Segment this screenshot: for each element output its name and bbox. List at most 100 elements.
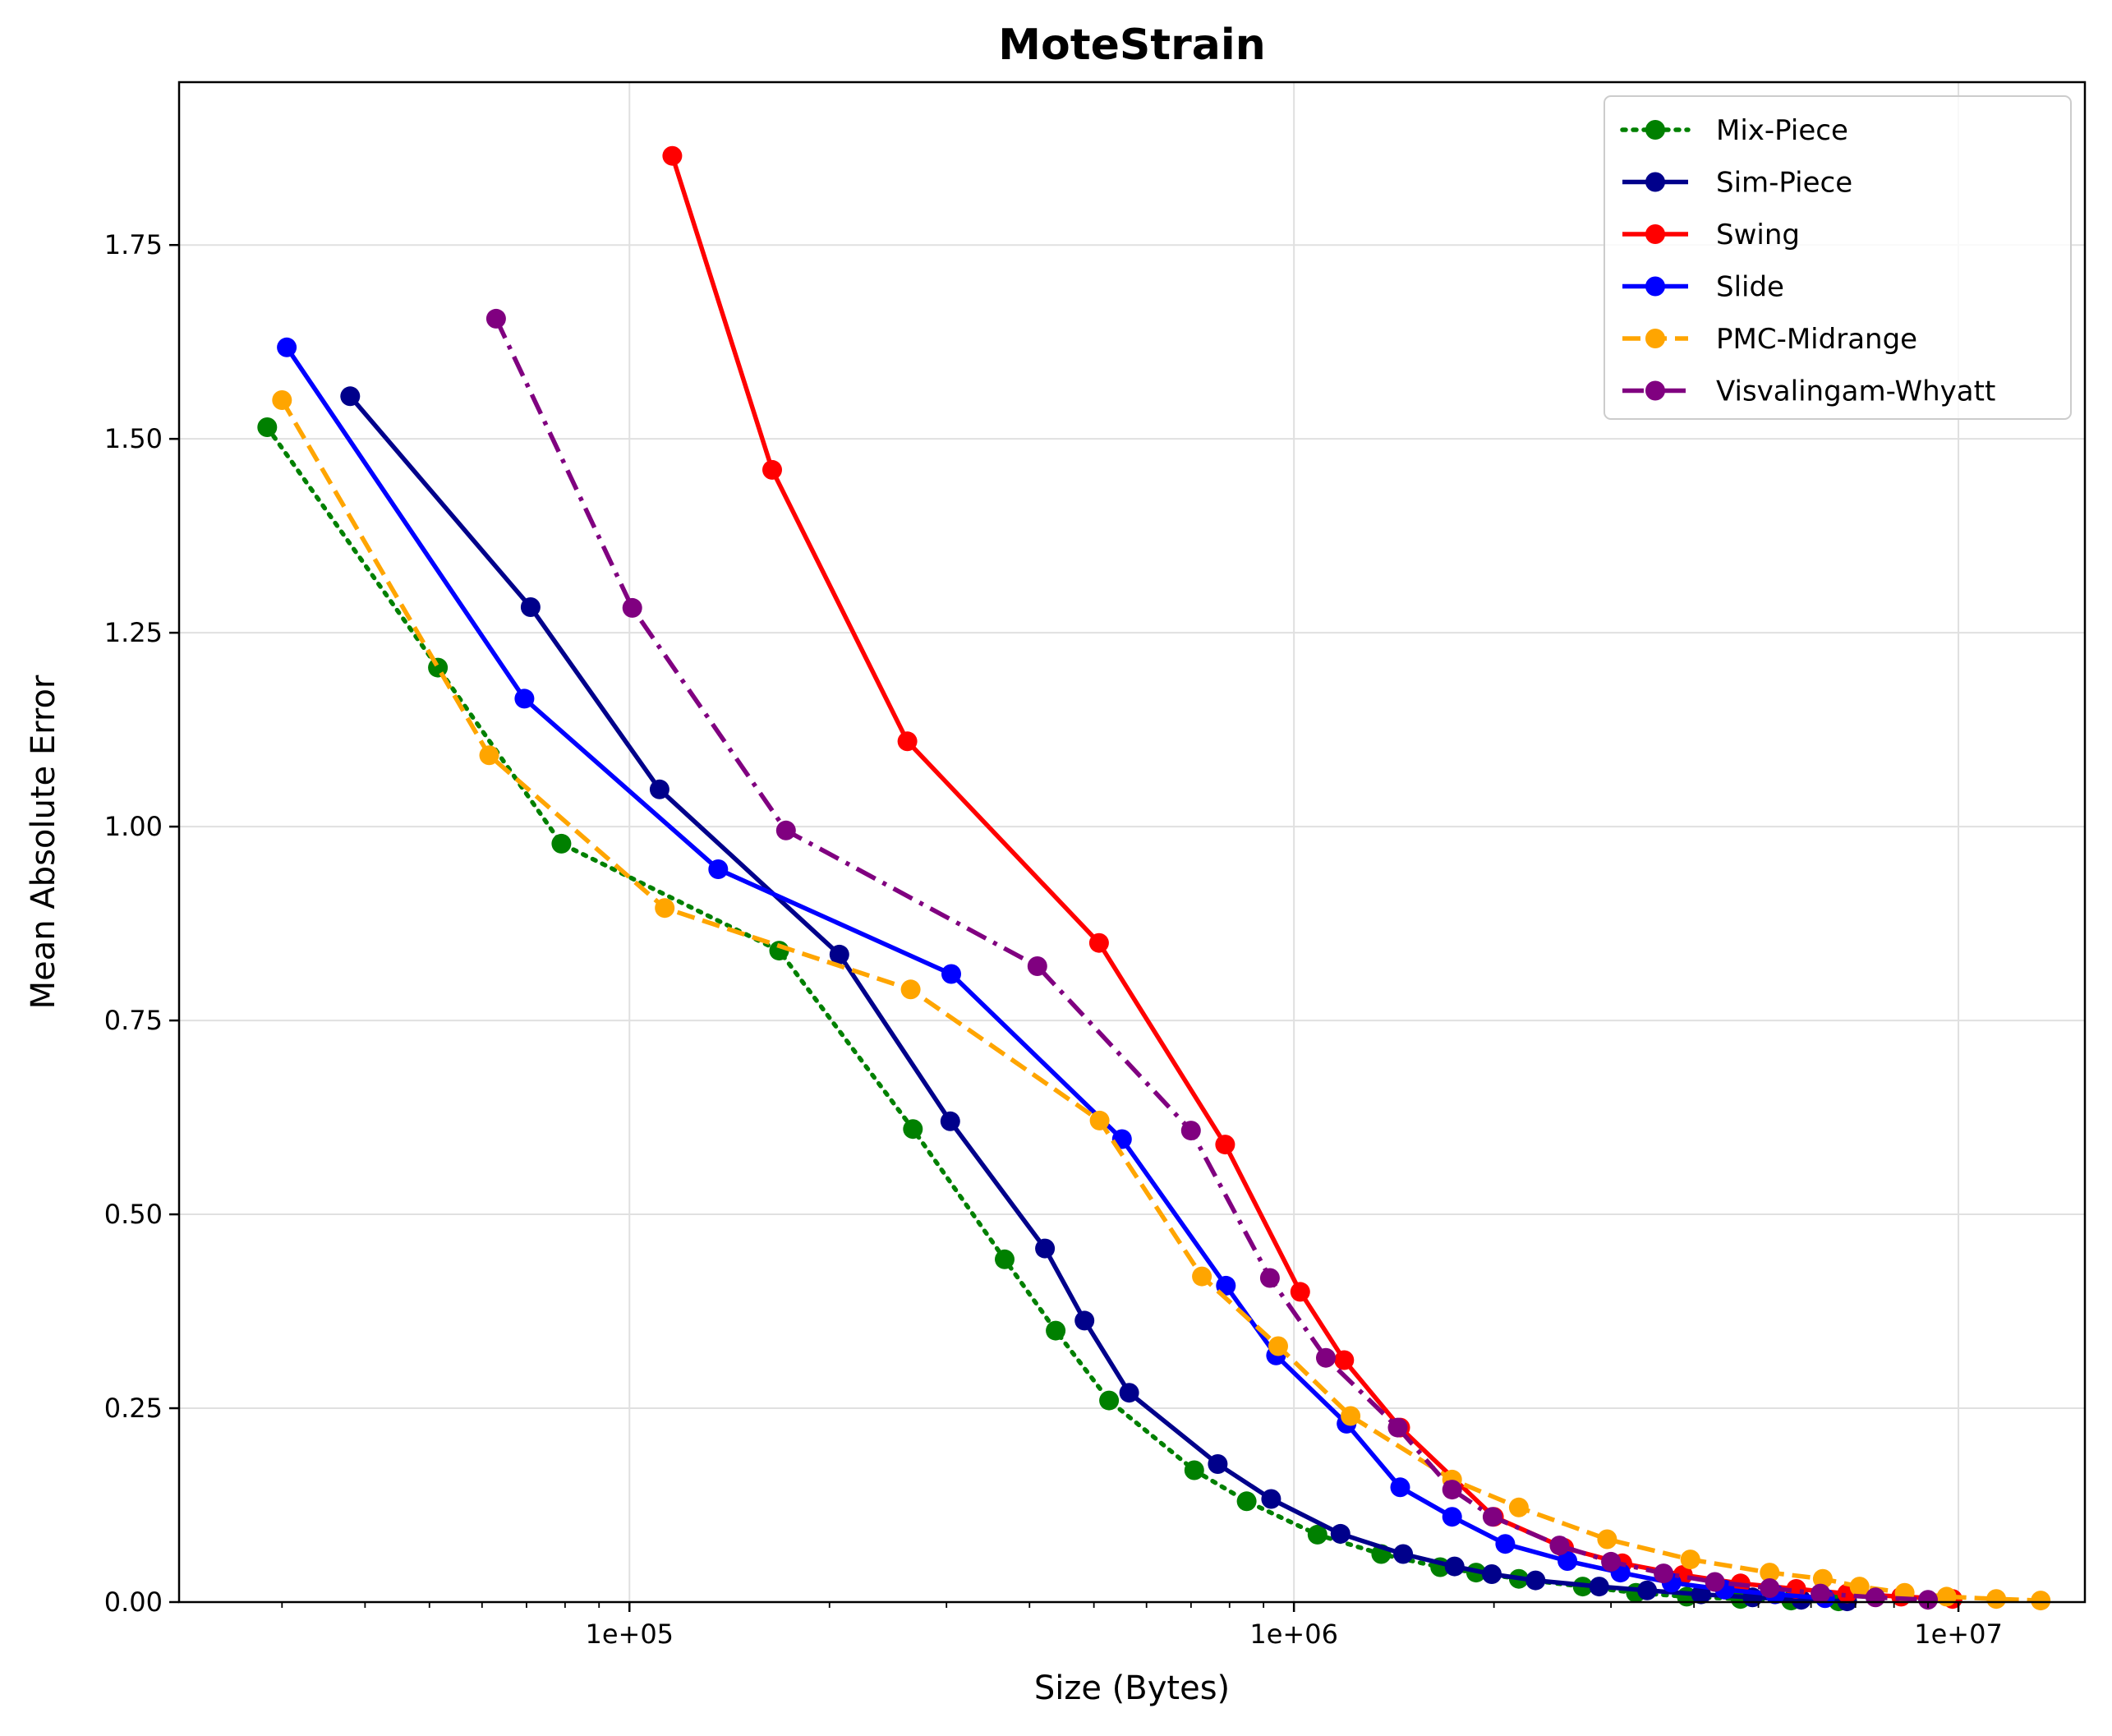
legend-item: Swing [1622, 219, 1800, 251]
data-point [1215, 1135, 1235, 1155]
data-point [1811, 1583, 1831, 1604]
legend-marker [1645, 329, 1665, 348]
y-tick-label: 1.75 [104, 229, 163, 260]
data-point [1637, 1580, 1658, 1600]
data-point [1259, 1268, 1280, 1288]
data-point [1918, 1590, 1938, 1610]
data-point [1849, 1577, 1870, 1597]
data-point [1760, 1563, 1780, 1583]
data-point [940, 1111, 960, 1131]
data-point [1986, 1589, 2007, 1609]
legend-marker [1645, 380, 1665, 401]
data-point [2031, 1591, 2051, 1611]
data-point [1099, 1390, 1120, 1411]
data-point [1316, 1347, 1336, 1368]
data-point [257, 417, 278, 437]
data-point [520, 597, 541, 617]
data-point [1601, 1551, 1622, 1572]
data-point [655, 898, 675, 919]
x-axis: 1e+05 1e+06 1e+07 [281, 1602, 2003, 1650]
data-point [1307, 1524, 1327, 1545]
data-point [1236, 1491, 1257, 1512]
legend-label: Slide [1716, 271, 1784, 304]
data-point [479, 745, 499, 766]
data-point [1680, 1550, 1700, 1570]
data-point [1589, 1577, 1609, 1597]
data-point [551, 833, 572, 854]
legend-label: Swing [1716, 219, 1800, 251]
x-tick-label: 1e+07 [1914, 1619, 2003, 1650]
data-point [1192, 1266, 1212, 1287]
data-point [272, 390, 292, 410]
data-point [1341, 1406, 1361, 1426]
data-point [1654, 1563, 1674, 1584]
data-point [1390, 1477, 1410, 1498]
x-axis-label: Size (Bytes) [1034, 1669, 1230, 1707]
data-point [1119, 1383, 1139, 1403]
data-point [622, 597, 642, 618]
data-point [649, 779, 669, 799]
data-point [1290, 1282, 1310, 1302]
legend-label: Sim-Piece [1716, 167, 1852, 200]
data-point [1444, 1556, 1465, 1577]
legend-item: PMC-Midrange [1622, 323, 1917, 356]
data-point [1558, 1551, 1578, 1571]
data-point [1216, 1275, 1236, 1296]
legend-marker [1645, 120, 1665, 140]
legend: Mix-Piece Sim-Piece Swing Slide PMC-Midrange… [1604, 95, 2072, 420]
data-point [1393, 1544, 1414, 1564]
data-point [428, 657, 449, 678]
legend-marker [1645, 276, 1665, 297]
data-point [1508, 1497, 1529, 1517]
legend-label: PMC-Midrange [1716, 323, 1917, 356]
data-point [1442, 1480, 1462, 1500]
data-point [1180, 1121, 1201, 1141]
legend-marker [1645, 224, 1665, 244]
data-point [1046, 1320, 1066, 1341]
data-point [514, 688, 535, 709]
data-point [340, 386, 361, 407]
legend-item: Mix-Piece [1620, 114, 1848, 147]
data-point [485, 308, 506, 329]
data-point [1268, 1336, 1288, 1356]
data-point [1760, 1578, 1780, 1598]
legend-box [1604, 95, 2072, 420]
data-point [1482, 1507, 1502, 1527]
data-point [1088, 932, 1109, 953]
data-point [1089, 1110, 1110, 1130]
data-point [829, 944, 849, 965]
data-point [897, 731, 918, 752]
data-point [900, 979, 921, 1000]
data-point [1482, 1564, 1502, 1584]
x-tick-label: 1e+06 [1249, 1619, 1338, 1650]
y-tick-label: 0.50 [104, 1199, 163, 1230]
data-point [1261, 1489, 1281, 1509]
data-point [1705, 1572, 1725, 1592]
legend-item: Visvalingam-Whyatt [1622, 375, 1995, 408]
data-point [1525, 1570, 1546, 1591]
plot-frame [177, 81, 2087, 1604]
y-tick-label: 0.00 [104, 1586, 163, 1618]
data-point [1074, 1310, 1095, 1331]
data-point [995, 1249, 1015, 1269]
data-point [1027, 956, 1047, 976]
legend-item: Sim-Piece [1622, 167, 1852, 200]
data-point [1597, 1529, 1617, 1550]
data-point [1330, 1523, 1350, 1544]
y-tick-label: 1.00 [104, 811, 163, 842]
plot-area [257, 145, 2051, 1612]
data-point [1184, 1460, 1204, 1480]
legend-item: Slide [1622, 271, 1784, 304]
legend-label: Visvalingam-Whyatt [1716, 375, 1995, 408]
data-point [775, 820, 796, 840]
data-point [1549, 1536, 1570, 1556]
data-point [1936, 1586, 1957, 1607]
data-point [708, 859, 729, 879]
y-tick-label: 1.50 [104, 423, 163, 454]
y-tick-label: 0.75 [104, 1005, 163, 1036]
legend-marker [1645, 172, 1665, 192]
data-point [1334, 1350, 1355, 1370]
y-tick-label: 1.25 [104, 617, 163, 648]
y-axis: 0.00 0.25 0.50 0.75 1.00 1.25 1.50 1.75 [104, 229, 179, 1618]
data-point [1442, 1507, 1462, 1527]
